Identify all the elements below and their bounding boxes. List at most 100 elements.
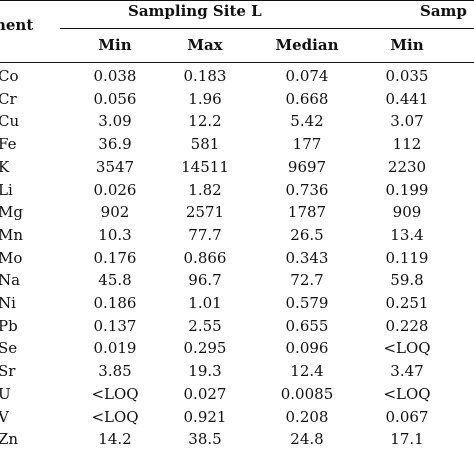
value-cell: 2571 [185, 203, 225, 222]
value-cell: 112 [392, 135, 422, 154]
table-row: Ni 0.186 1.01 0.579 0.251 [0, 292, 474, 314]
value-cell: 3.09 [98, 112, 132, 131]
value-cell: 0.668 [285, 89, 329, 108]
value-cell: 96.7 [188, 271, 222, 290]
value-cell: 0.208 [285, 407, 329, 426]
value-cell: 0.067 [385, 407, 429, 426]
value-cell: 3.85 [98, 362, 132, 381]
element-cell: Fe [0, 135, 17, 154]
value-cell: 5.42 [290, 112, 324, 131]
value-cell: 0.027 [183, 384, 227, 403]
value-cell: 0.441 [385, 89, 429, 108]
table-row: Pb 0.137 2.55 0.655 0.228 [0, 315, 474, 337]
element-cell: Zn [0, 430, 19, 449]
value-cell: 581 [190, 135, 220, 154]
element-cell: K [0, 157, 10, 176]
value-cell: 38.5 [188, 430, 222, 449]
element-cell: Na [0, 271, 21, 290]
value-cell: 0.035 [385, 67, 429, 85]
table-row: Na 45.8 96.7 72.7 59.8 [0, 269, 474, 291]
table-row: Mn 10.3 77.7 26.5 13.4 [0, 224, 474, 246]
element-column-header: ment [0, 16, 34, 34]
value-cell: 0.921 [183, 407, 227, 426]
header-bottom-rule [0, 62, 474, 63]
table-row: Cu 3.09 12.2 5.42 3.07 [0, 110, 474, 132]
value-cell: 3547 [95, 157, 135, 176]
value-cell: 0.251 [385, 294, 429, 312]
column-header-min: Min [98, 36, 132, 54]
table-row: Li 0.026 1.82 0.736 0.199 [0, 179, 474, 201]
value-cell: 12.4 [290, 362, 324, 381]
value-cell: 13.4 [390, 225, 424, 244]
table-row: Cr 0.056 1.96 0.668 0.441 [0, 88, 474, 110]
element-cell: Mn [0, 225, 24, 244]
table-row: V <LOQ 0.921 0.208 0.067 [0, 406, 474, 428]
table-top-rule [0, 0, 474, 1]
value-cell: 0.137 [93, 316, 137, 335]
value-cell: 0.186 [93, 294, 137, 312]
element-cell: U [0, 384, 11, 403]
value-cell: 0.026 [93, 180, 137, 199]
value-cell: 1.82 [188, 180, 222, 199]
value-cell: 0.0085 [280, 384, 334, 403]
value-cell: 2230 [387, 157, 427, 176]
value-cell: 0.019 [93, 339, 137, 358]
value-cell: 1787 [287, 203, 327, 222]
column-header-median: Median [275, 36, 339, 54]
value-cell: 0.056 [93, 89, 137, 108]
table-row: Sr 3.85 19.3 12.4 3.47 [0, 360, 474, 382]
value-cell: 0.736 [285, 180, 329, 199]
value-cell: 12.2 [188, 112, 222, 131]
value-cell: 10.3 [98, 225, 132, 244]
value-cell: 0.119 [385, 248, 429, 267]
value-cell: 3.07 [390, 112, 424, 131]
element-cell: Cu [0, 112, 20, 131]
element-cell: Mg [0, 203, 23, 222]
value-cell: 0.199 [385, 180, 429, 199]
value-cell: 0.096 [285, 339, 329, 358]
element-cell: Mo [0, 248, 23, 267]
value-cell: 72.7 [290, 271, 324, 290]
value-cell: 3.47 [390, 362, 424, 381]
value-cell: 0.655 [285, 316, 329, 335]
value-cell: 0.866 [183, 248, 227, 267]
value-cell: 14.2 [98, 430, 132, 449]
table-row: Zn 14.2 38.5 24.8 17.1 [0, 428, 474, 450]
element-cell: Cr [0, 89, 17, 108]
element-cell: Pb [0, 316, 18, 335]
value-cell: 1.01 [188, 294, 222, 312]
value-cell: 0.038 [93, 67, 137, 85]
value-cell: 26.5 [290, 225, 324, 244]
value-cell: 0.228 [385, 316, 429, 335]
value-cell: 0.183 [183, 67, 227, 85]
element-cell: Co [0, 67, 19, 85]
value-cell: 19.3 [188, 362, 222, 381]
element-cell: Sr [0, 362, 16, 381]
table-row: Se 0.019 0.295 0.096 <LOQ [0, 337, 474, 359]
value-cell: 14511 [181, 157, 229, 176]
value-cell: <LOQ [383, 384, 431, 403]
element-cell: V [0, 407, 9, 426]
value-cell: 0.176 [93, 248, 137, 267]
group-header-next-site: Samp [420, 2, 467, 20]
value-cell: 24.8 [290, 430, 324, 449]
value-cell: 909 [392, 203, 422, 222]
table-row: U <LOQ 0.027 0.0085 <LOQ [0, 383, 474, 405]
group-header-rule [60, 28, 474, 29]
column-header-max: Max [187, 36, 223, 54]
value-cell: <LOQ [91, 384, 139, 403]
element-cell: Li [0, 180, 13, 199]
value-cell: <LOQ [383, 339, 431, 358]
table-row: Mo 0.176 0.866 0.343 0.119 [0, 247, 474, 269]
table-row: Co 0.038 0.183 0.074 0.035 [0, 65, 474, 87]
value-cell: 0.295 [183, 339, 227, 358]
value-cell: 59.8 [390, 271, 424, 290]
group-header-site-l: Sampling Site L [128, 2, 262, 20]
value-cell: 2.55 [188, 316, 222, 335]
element-cell: Ni [0, 294, 16, 312]
column-header-min-2: Min [390, 36, 424, 54]
value-cell: 77.7 [188, 225, 222, 244]
value-cell: 1.96 [188, 89, 222, 108]
value-cell: <LOQ [91, 407, 139, 426]
